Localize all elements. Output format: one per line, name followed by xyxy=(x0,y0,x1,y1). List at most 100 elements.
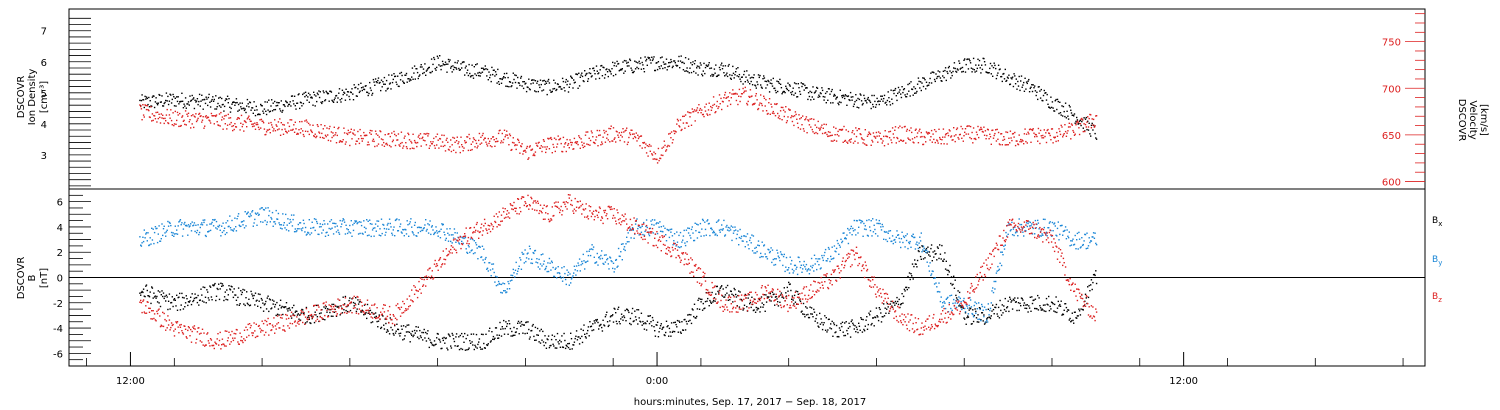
bx-series-point xyxy=(1083,305,1085,307)
by-series-point xyxy=(538,258,540,261)
density-series-point xyxy=(272,102,274,104)
by-series-point xyxy=(485,256,487,259)
density-series-point xyxy=(176,96,178,98)
velocity-series-point xyxy=(989,133,991,135)
density-series-point xyxy=(1028,91,1031,93)
velocity-series-point xyxy=(416,145,418,148)
density-series-point xyxy=(774,89,777,92)
bx-series-point xyxy=(332,315,334,317)
bx-series-point xyxy=(263,304,266,306)
velocity-series-point xyxy=(329,125,331,128)
bx-series-point xyxy=(399,332,402,334)
bx-series-point xyxy=(235,294,237,296)
density-series-point xyxy=(616,60,618,63)
bx-series-point xyxy=(911,275,913,277)
bx-series-point xyxy=(188,301,190,303)
bx-series-point xyxy=(650,321,652,323)
velocity-series-point xyxy=(404,135,406,137)
velocity-series-point xyxy=(644,146,646,149)
bx-series-point xyxy=(942,260,945,262)
velocity-series-point xyxy=(1008,137,1010,139)
velocity-series-point xyxy=(170,119,173,122)
bx-series-point xyxy=(389,317,391,319)
bx-series-point xyxy=(406,324,408,326)
bx-series-point xyxy=(806,307,808,309)
bx-series-point xyxy=(624,309,626,312)
velocity-series-point xyxy=(984,130,987,132)
velocity-series-point xyxy=(1056,131,1058,134)
by-series-point xyxy=(782,255,785,258)
bx-series-point xyxy=(962,307,964,309)
velocity-series-point xyxy=(352,133,355,135)
bx-series-point xyxy=(233,288,235,290)
bottom-left-tick-label: 4 xyxy=(57,223,63,234)
bx-series-point xyxy=(716,285,718,288)
bx-series-point xyxy=(578,343,581,345)
bx-series-point xyxy=(152,297,154,299)
velocity-series-point xyxy=(476,147,478,149)
velocity-series-point xyxy=(440,145,442,147)
density-series-point xyxy=(525,82,527,84)
by-series-point xyxy=(699,222,702,225)
density-series-point xyxy=(914,87,917,90)
by-series-point xyxy=(561,280,564,282)
by-series-point xyxy=(416,226,419,229)
by-series-point xyxy=(644,230,646,233)
by-series-point xyxy=(183,223,185,225)
density-series-point xyxy=(905,96,908,98)
density-series-point xyxy=(443,64,445,66)
bx-series-point xyxy=(1017,297,1019,299)
velocity-series-point xyxy=(969,136,971,139)
density-series-point xyxy=(523,81,525,83)
velocity-series-point xyxy=(838,135,840,137)
density-series-point xyxy=(321,101,324,103)
density-series-point xyxy=(777,81,780,83)
density-series-point xyxy=(682,61,684,63)
bx-series-point xyxy=(1064,303,1067,305)
density-series-point xyxy=(416,71,419,74)
bx-series-point xyxy=(261,299,263,301)
by-series-point xyxy=(593,256,595,258)
density-series-point xyxy=(964,71,967,73)
velocity-series-point xyxy=(302,133,305,136)
density-series-point xyxy=(907,83,909,86)
bx-series-point xyxy=(294,311,296,313)
velocity-series-point xyxy=(867,133,869,136)
velocity-series-point xyxy=(268,128,271,131)
by-series-point xyxy=(745,235,747,238)
bx-series-point xyxy=(489,327,491,329)
density-series-point xyxy=(212,100,215,102)
by-series-point xyxy=(687,232,690,234)
velocity-series-point xyxy=(747,100,749,103)
density-series-point xyxy=(911,88,914,91)
velocity-series-point xyxy=(701,109,703,111)
by-series-point xyxy=(735,237,738,240)
density-series-point xyxy=(862,102,864,105)
by-series-point xyxy=(793,270,795,272)
density-series-point xyxy=(721,62,723,64)
bx-series-point xyxy=(891,306,894,308)
density-series-point xyxy=(1016,88,1018,90)
density-series-point xyxy=(642,64,644,66)
bx-series-point xyxy=(760,296,763,298)
bx-series-point xyxy=(957,290,959,292)
density-series-point xyxy=(893,92,895,95)
bx-series-point xyxy=(604,316,607,318)
velocity-series-point xyxy=(716,100,718,103)
velocity-series-point xyxy=(765,99,767,101)
by-series-point xyxy=(181,222,183,224)
density-series-point xyxy=(280,100,282,102)
density-series-point xyxy=(793,94,795,96)
bx-series-point xyxy=(457,345,459,347)
density-series-point xyxy=(1000,75,1003,78)
by-series-point xyxy=(584,268,586,270)
density-series-point xyxy=(375,81,377,83)
density-series-point xyxy=(311,97,313,99)
by-series-point xyxy=(650,220,652,222)
density-series-point xyxy=(153,95,155,97)
bx-series-point xyxy=(575,330,578,332)
bx-series-point xyxy=(649,315,651,317)
velocity-series-point xyxy=(455,151,457,154)
density-series-point xyxy=(315,95,317,97)
density-series-point xyxy=(492,69,495,71)
